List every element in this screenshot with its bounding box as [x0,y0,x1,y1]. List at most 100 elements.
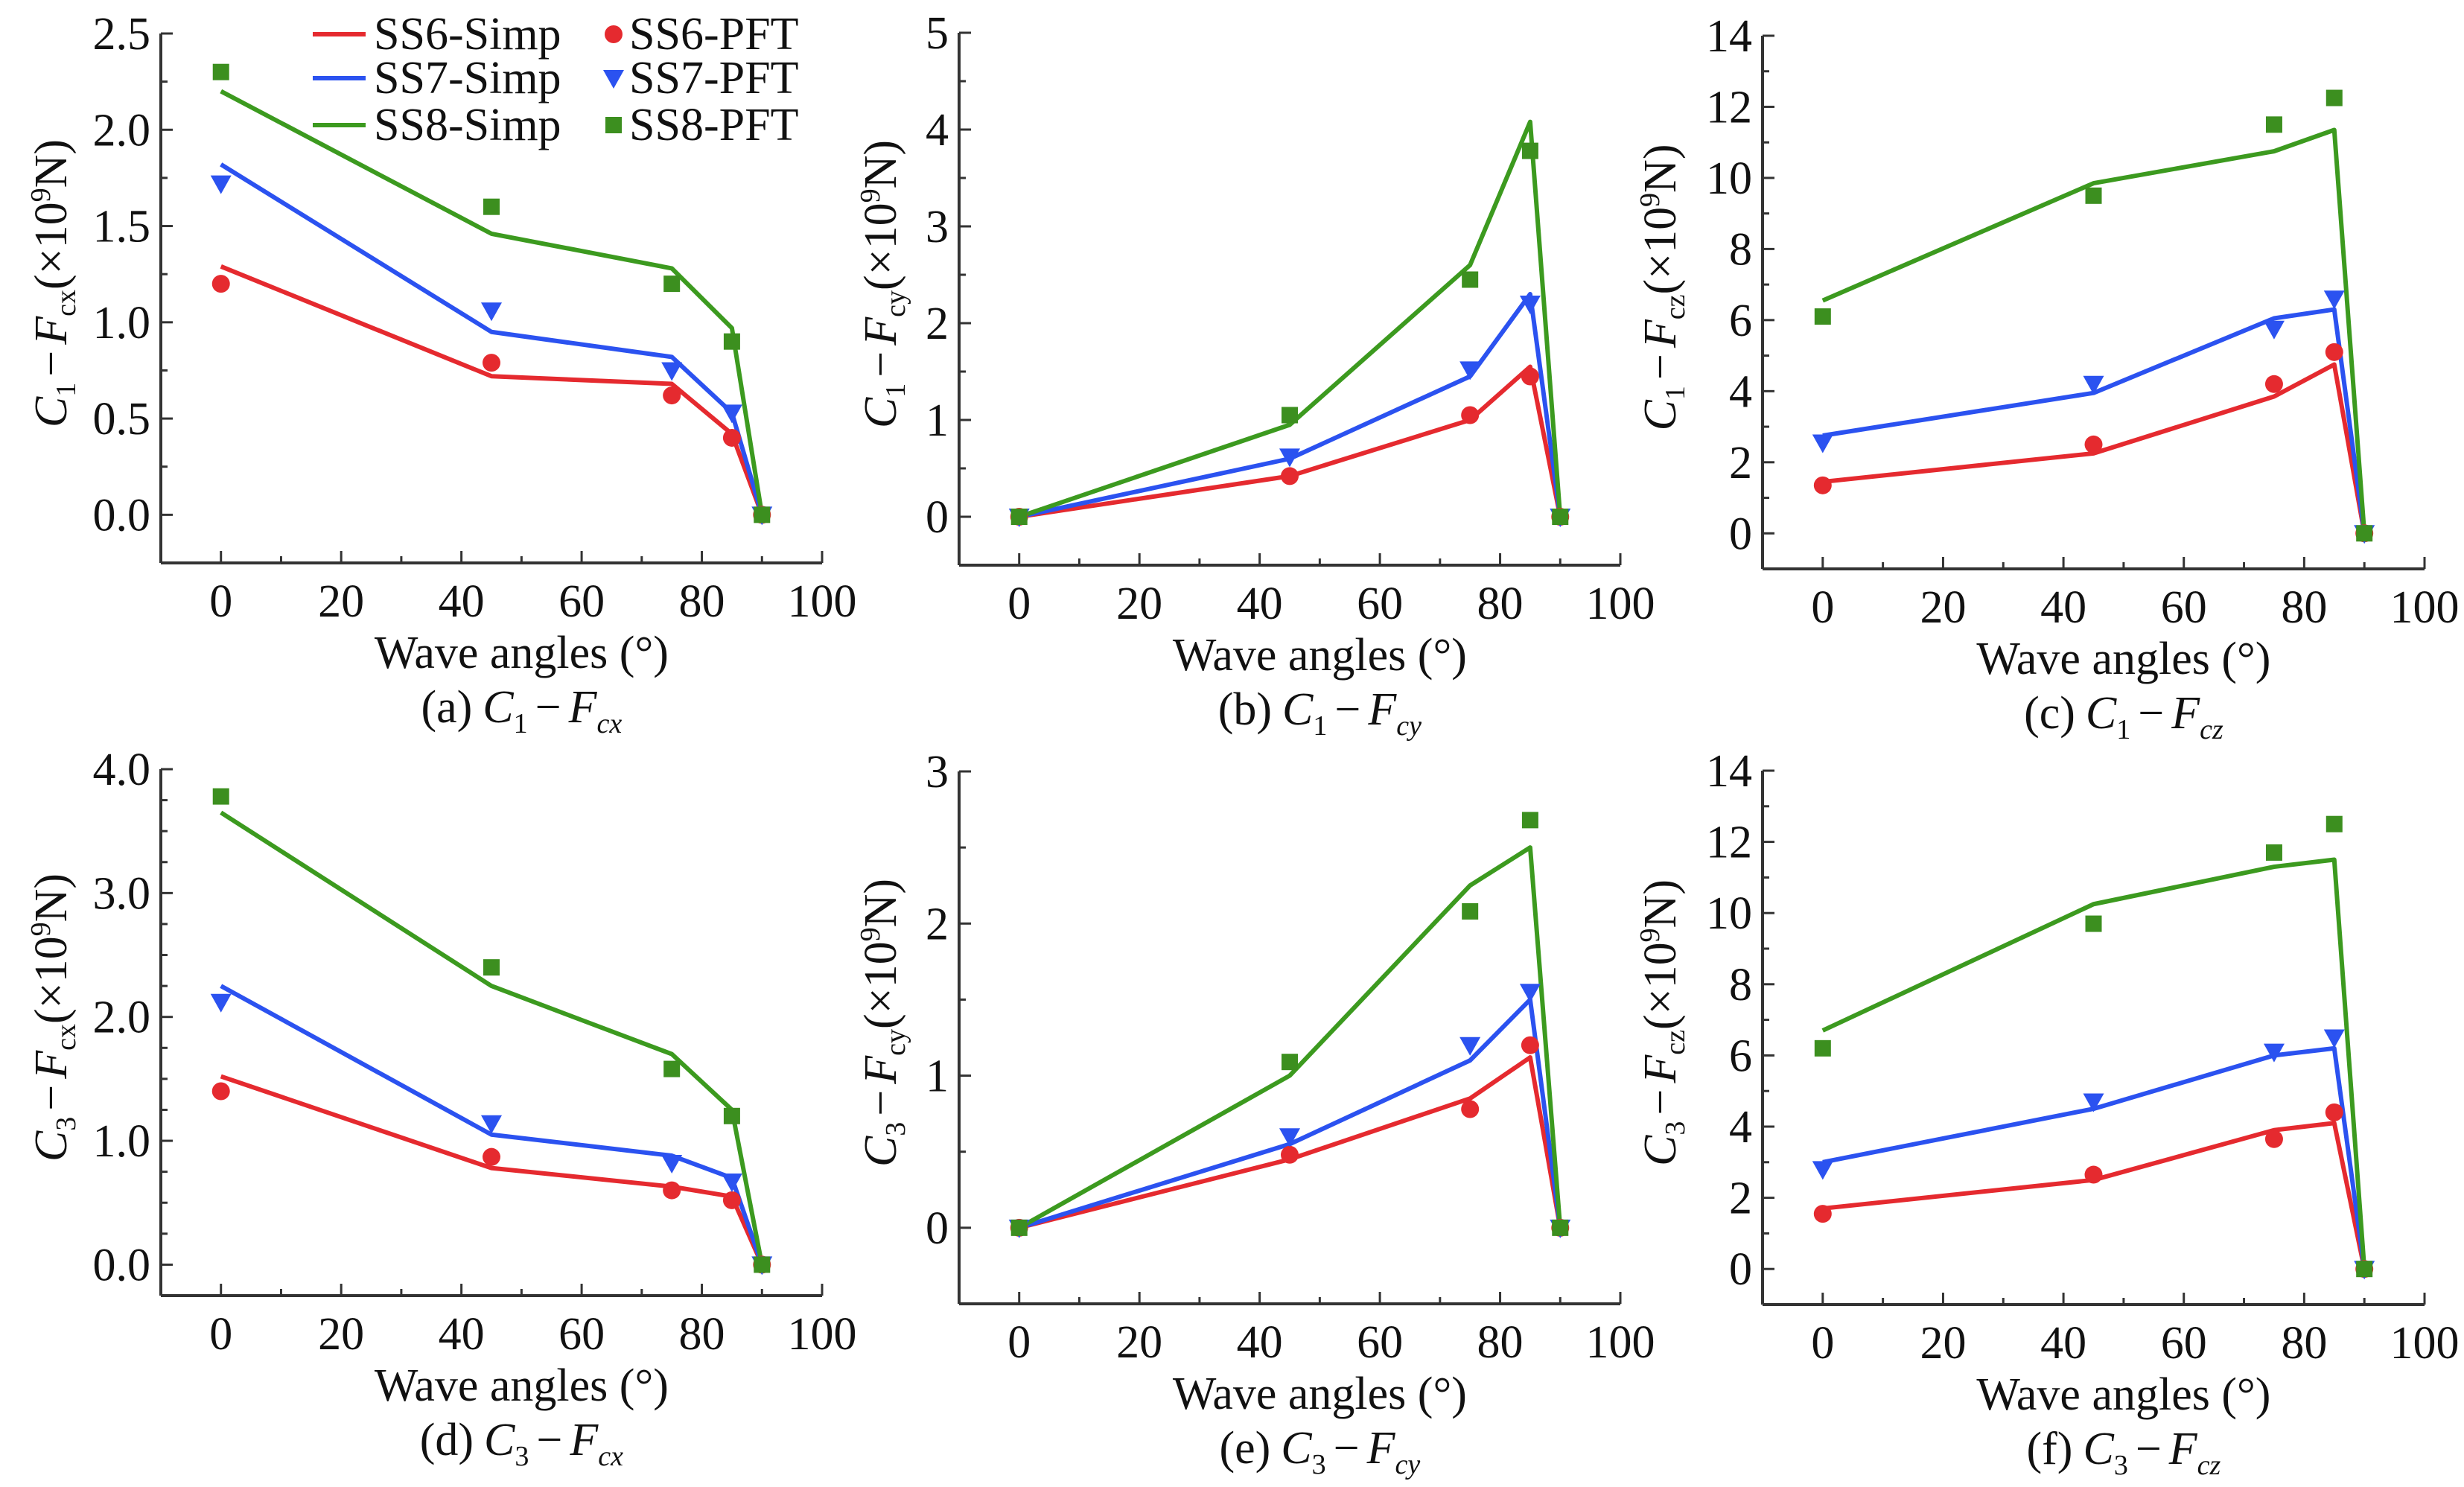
data-point-ss8-pft [2265,844,2282,861]
series-line-ss7-simp [1822,307,2367,534]
x-axis-title: Wave angles (°) [1173,630,1467,681]
y-tick-label: 0 [1729,509,1752,559]
data-point-ss6-pft [2084,1165,2103,1184]
panel-e: 0 20 40 60 80 100 0 1 2 3 Wave angles (°) C3−Fcy(×1… [855,747,1655,1480]
data-point-ss6-pft [2264,375,2283,393]
y-tick-label: 0.0 [93,490,151,541]
data-point-ss7-pft [481,302,502,322]
panel-caption: (f) C3− Fcz [2027,1424,2221,1481]
data-point-ss8-pft [2325,89,2343,106]
legend-label: SS6-Simp [374,9,561,60]
data-point-ss6-pft [1813,476,1832,494]
y-tick-label: 0.0 [93,1240,151,1290]
series-line-ss6-simp [1018,1055,1563,1230]
data-point-ss6-pft [483,354,500,372]
y-tick-label: 14 [1706,746,1752,797]
y-tick-label: 10 [1706,888,1752,939]
data-point-ss8-pft [1552,1219,1569,1236]
series-line-ss6-simp [220,1074,765,1266]
y-tick-label: 3.0 [93,868,151,919]
x-tick-label: 40 [2040,582,2086,633]
legend-item-ss8-simp: SS8-Simp [313,100,561,150]
legend-label: SS8-Simp [374,100,561,150]
y-tick-label: 1 [926,395,949,446]
data-point-ss7-pft [721,404,742,424]
x-tick-label: 0 [1811,582,1834,633]
y-tick-label: 4 [1729,366,1752,417]
data-point-ss8-pft [1462,271,1479,288]
x-tick-label: 20 [1116,1317,1162,1368]
series-line-ss7-simp [1822,1045,2367,1270]
x-tick-label: 80 [679,576,725,627]
y-tick-label: 12 [1706,818,1752,868]
data-point-ss8-pft [2356,1261,2373,1278]
legend: SS6-Simp SS6-PFT SS7-Simp SS7-PFT SS8-Simp SS… [313,9,798,150]
data-point-ss8-pft [1521,812,1538,829]
x-axis-title: Wave angles (°) [1976,1369,2270,1420]
y-axis-title: C3−Fcz(×109N) [1634,879,1691,1166]
series-line-ss8-simp [1018,845,1563,1230]
data-point-ss8-pft [1814,1039,1831,1057]
data-point-ss6-pft [1813,1205,1832,1223]
data-point-ss6-pft [663,1181,681,1200]
series-line-ss8-simp [1821,127,2367,534]
x-axis-title: Wave angles (°) [1976,634,2270,684]
data-point-ss7-pft [2263,320,2285,340]
data-point-ss7-pft [2263,1043,2285,1063]
data-point-ss6-pft [211,1082,230,1101]
data-point-ss6-pft [663,386,681,405]
y-tick-label: 8 [1729,224,1752,275]
legend-marker-swatch [605,25,623,43]
panel-a: 0 20 40 60 80 100 0.0 0.5 1.0 1.5 2.0 2.5 Wave angle… [25,9,857,739]
x-tick-label: 100 [788,1309,857,1360]
data-point-ss7-pft [2083,1093,2104,1112]
y-tick-label: 6 [1729,1031,1752,1081]
data-point-ss7-pft [661,362,683,381]
y-axis-title: C3−Fcx(×109N) [25,873,82,1162]
y-tick-label: 2 [926,899,949,949]
x-tick-label: 40 [1237,579,1283,629]
y-tick-label: 4 [926,105,949,156]
y-tick-label: 1.5 [93,202,151,252]
x-axis-title: Wave angles (°) [375,628,669,678]
data-point-ss6-pft [483,1147,500,1166]
x-tick-label: 0 [1007,579,1031,629]
data-point-ss8-pft [2085,187,2102,204]
data-point-ss8-pft [2325,815,2343,832]
x-tick-label: 100 [2390,1318,2460,1369]
y-tick-label: 4 [1729,1102,1752,1153]
series-line-ss6-simp [1822,362,2367,534]
x-tick-label: 100 [2390,582,2460,633]
legend-item-ss7-simp: SS7-Simp [313,53,561,104]
x-tick-label: 0 [1007,1317,1031,1368]
y-tick-label: 0 [926,492,949,543]
y-tick-label: 10 [1706,153,1752,204]
data-point-ss8-pft [1462,902,1479,920]
y-tick-label: 1 [926,1051,949,1102]
data-point-ss6-pft [2325,343,2343,361]
data-point-ss8-pft [723,1107,740,1124]
data-point-ss8-pft [1552,509,1569,525]
series-line-ss8-simp [1018,119,1563,519]
legend-label: SS6-PFT [629,9,798,60]
y-tick-label: 0 [926,1203,949,1254]
y-tick-label: 6 [1729,296,1752,346]
y-tick-label: 3 [926,202,949,252]
data-point-ss7-pft [1459,1037,1481,1056]
data-point-ss8-pft [663,276,681,293]
legend-label: SS7-PFT [629,53,798,104]
data-point-ss7-pft [1279,448,1300,468]
y-tick-label: 12 [1706,82,1752,133]
panel-caption: (a) C1− Fcx [421,682,622,739]
series-line-ss8-simp [1821,857,2367,1270]
y-axis-title: C1−Fcy(×109N) [855,140,911,428]
data-point-ss7-pft [1459,361,1481,380]
data-point-ss7-pft [2323,1029,2345,1048]
data-point-ss6-pft [2325,1103,2343,1121]
legend-label: SS8-PFT [629,100,798,150]
y-tick-label: 3 [926,747,949,797]
x-tick-label: 60 [2161,1318,2207,1369]
data-point-ss6-pft [211,275,230,293]
legend-label: SS7-Simp [374,53,561,104]
data-point-ss7-pft [2083,375,2104,395]
